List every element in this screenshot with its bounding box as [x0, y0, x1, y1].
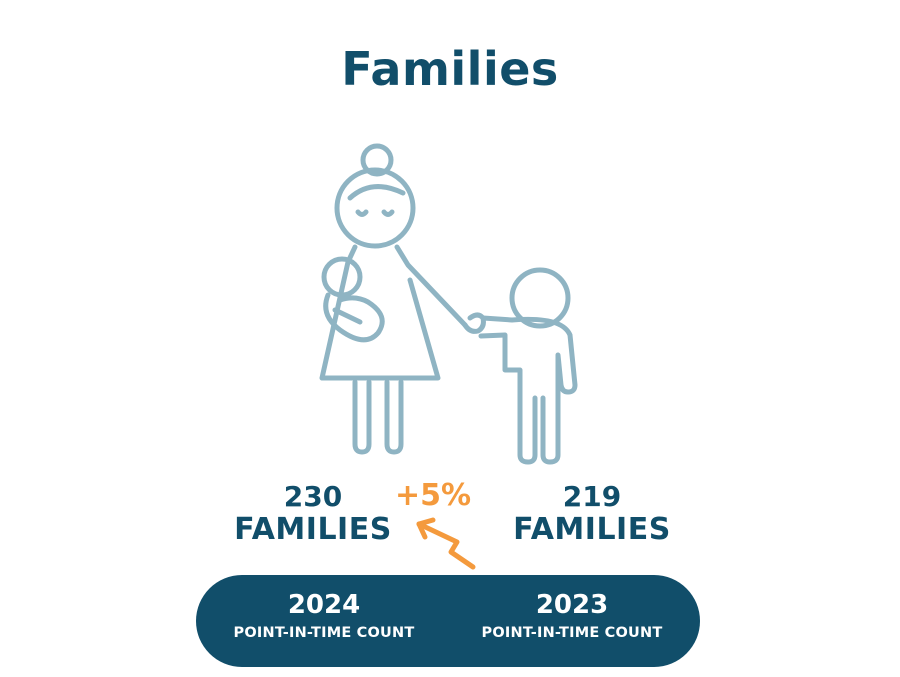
stat-2024-number: 230 — [283, 480, 343, 513]
page-title: Families — [341, 42, 559, 96]
stat-2024-label: FAMILIES — [234, 511, 392, 547]
stat-2023: 219 FAMILIES — [492, 480, 692, 547]
banner-2024-caption: POINT-IN-TIME COUNT — [233, 624, 415, 641]
stat-2023-number: 219 — [562, 480, 622, 513]
stat-2023-label: FAMILIES — [513, 511, 671, 547]
banner-2023-year: 2023 — [535, 590, 609, 620]
banner-2024: 2024 POINT-IN-TIME COUNT — [204, 590, 444, 641]
zigzag-up-arrow-icon — [405, 512, 480, 576]
banner-2023: 2023 POINT-IN-TIME COUNT — [452, 590, 692, 641]
banner-2023-caption: POINT-IN-TIME COUNT — [481, 624, 663, 641]
year-comparison-banner: 2024 POINT-IN-TIME COUNT 2023 POINT-IN-T… — [196, 575, 700, 667]
percent-change: +5% — [394, 478, 472, 513]
mother-with-baby-and-child-icon — [300, 135, 600, 474]
banner-2024-year: 2024 — [287, 590, 361, 620]
stat-2024: 230 FAMILIES — [218, 480, 408, 547]
